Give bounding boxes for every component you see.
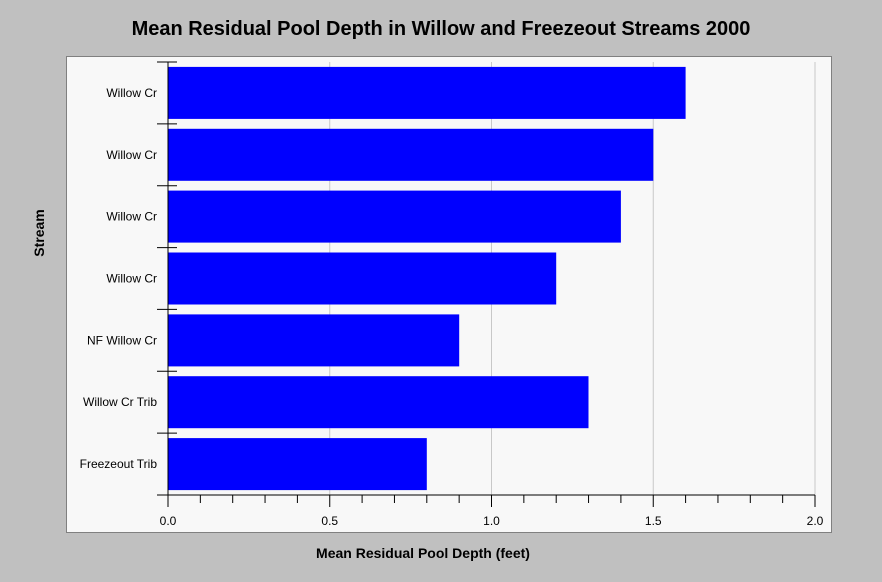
x-tick-label: 0.0 xyxy=(160,514,177,528)
bar xyxy=(168,128,654,181)
x-tick-label: 2.0 xyxy=(807,514,824,528)
bar xyxy=(168,252,557,305)
y-axis-label: Stream xyxy=(31,209,47,256)
x-axis-label: Mean Residual Pool Depth (feet) xyxy=(316,545,530,561)
bar xyxy=(168,66,686,119)
category-label: Freezeout Trib xyxy=(80,457,158,471)
category-label: Willow Cr xyxy=(106,148,157,162)
chart-title: Mean Residual Pool Depth in Willow and F… xyxy=(131,18,751,40)
x-tick-label: 0.5 xyxy=(321,514,338,528)
category-label: NF Willow Cr xyxy=(87,333,157,347)
x-tick-label: 1.5 xyxy=(645,514,662,528)
bar xyxy=(168,438,427,491)
category-label: Willow Cr xyxy=(106,210,157,224)
category-label: Willow Cr xyxy=(106,86,157,100)
x-tick-label: 1.0 xyxy=(483,514,500,528)
bar xyxy=(168,190,621,243)
bar xyxy=(168,376,589,429)
category-label: Willow Cr xyxy=(106,272,157,286)
category-label: Willow Cr Trib xyxy=(83,395,157,409)
bar xyxy=(168,314,460,367)
